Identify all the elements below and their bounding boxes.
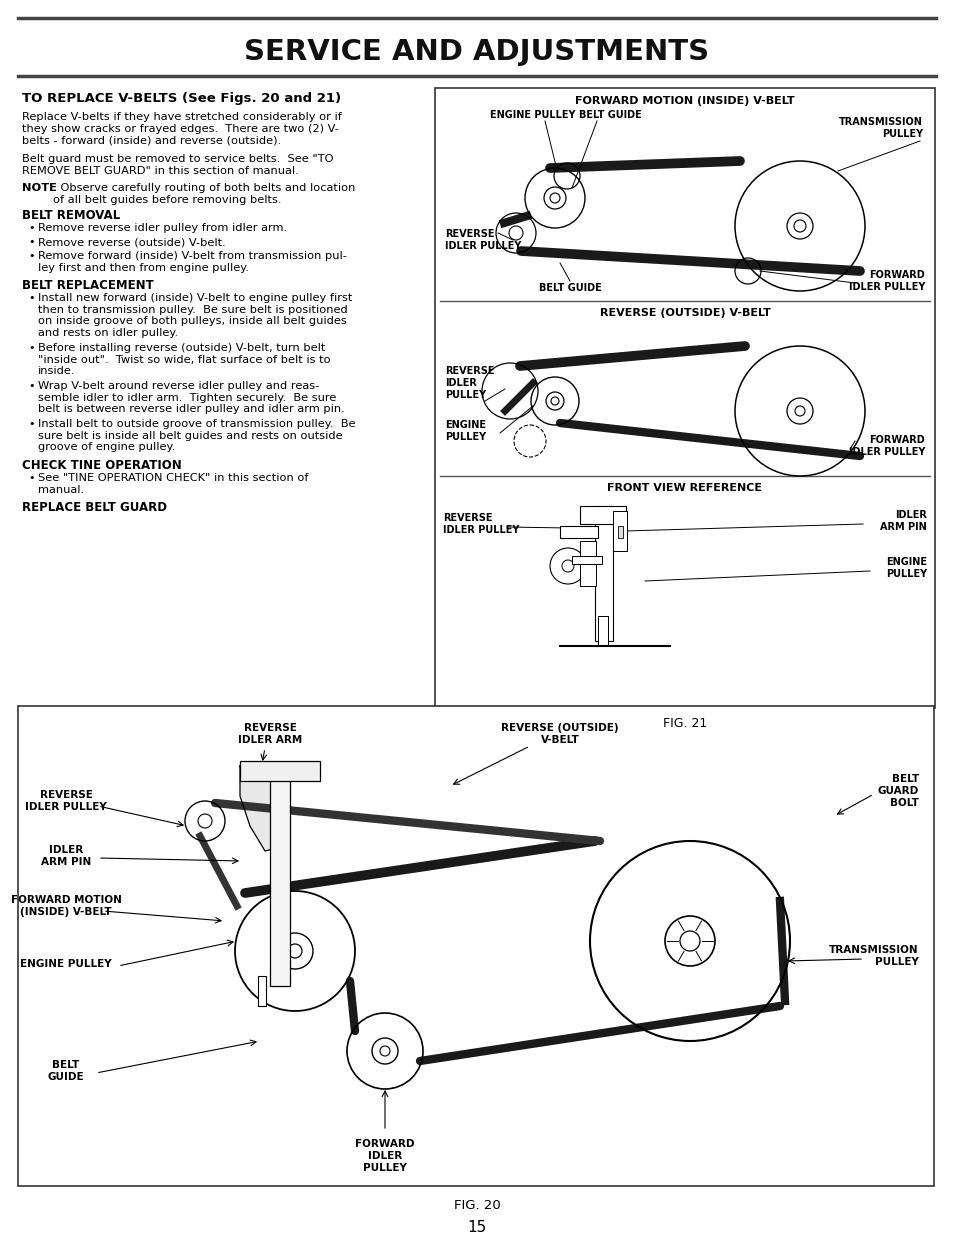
Text: IDLER
ARM PIN: IDLER ARM PIN bbox=[880, 510, 926, 532]
Text: BELT REPLACEMENT: BELT REPLACEMENT bbox=[22, 279, 153, 291]
Text: FIG. 21: FIG. 21 bbox=[662, 718, 706, 730]
Text: REVERSE
IDLER
PULLEY: REVERSE IDLER PULLEY bbox=[444, 367, 494, 400]
Text: •: • bbox=[28, 473, 34, 483]
Text: TO REPLACE V-BELTS (See Figs. 20 and 21): TO REPLACE V-BELTS (See Figs. 20 and 21) bbox=[22, 91, 341, 105]
Text: BELT GUIDE: BELT GUIDE bbox=[538, 283, 600, 293]
Text: See "TINE OPERATION CHECK" in this section of
manual.: See "TINE OPERATION CHECK" in this secti… bbox=[38, 473, 308, 494]
Bar bbox=[579, 541, 596, 585]
Text: TRANSMISSION
PULLEY: TRANSMISSION PULLEY bbox=[839, 117, 923, 138]
Text: •: • bbox=[28, 224, 34, 233]
Text: •: • bbox=[28, 382, 34, 391]
Text: Remove forward (inside) V-belt from transmission pul-
ley first and then from en: Remove forward (inside) V-belt from tran… bbox=[38, 251, 347, 273]
Text: REVERSE
IDLER PULLEY: REVERSE IDLER PULLEY bbox=[25, 790, 107, 811]
Bar bbox=[240, 761, 319, 781]
Text: : Observe carefully routing of both belts and location
of all belt guides before: : Observe carefully routing of both belt… bbox=[53, 183, 355, 205]
Text: •: • bbox=[28, 237, 34, 247]
Text: •: • bbox=[28, 251, 34, 261]
Bar bbox=[559, 526, 598, 538]
Text: Remove reverse idler pulley from idler arm.: Remove reverse idler pulley from idler a… bbox=[38, 224, 287, 233]
Text: SERVICE AND ADJUSTMENTS: SERVICE AND ADJUSTMENTS bbox=[244, 38, 709, 65]
Text: Wrap V-belt around reverse idler pulley and reas-
semble idler to idler arm.  Ti: Wrap V-belt around reverse idler pulley … bbox=[38, 382, 344, 414]
Text: BELT
GUIDE: BELT GUIDE bbox=[48, 1060, 84, 1082]
Bar bbox=[595, 506, 613, 641]
Text: ENGINE
PULLEY: ENGINE PULLEY bbox=[885, 557, 926, 579]
Text: REVERSE
IDLER ARM: REVERSE IDLER ARM bbox=[237, 724, 302, 745]
Text: Replace V-belts if they have stretched considerably or if
they show cracks or fr: Replace V-belts if they have stretched c… bbox=[22, 112, 341, 146]
Text: Install belt to outside groove of transmission pulley.  Be
sure belt is inside a: Install belt to outside groove of transm… bbox=[38, 419, 355, 452]
Text: NOTE: NOTE bbox=[22, 183, 57, 193]
Bar bbox=[572, 556, 601, 564]
Text: ENGINE PULLEY: ENGINE PULLEY bbox=[490, 110, 576, 120]
Text: Install new forward (inside) V-belt to engine pulley first
then to transmission : Install new forward (inside) V-belt to e… bbox=[38, 293, 352, 338]
Bar bbox=[598, 616, 607, 646]
Text: Remove reverse (outside) V-belt.: Remove reverse (outside) V-belt. bbox=[38, 237, 226, 247]
Text: Before installing reverse (outside) V-belt, turn belt
"inside out".  Twist so wi: Before installing reverse (outside) V-be… bbox=[38, 343, 331, 377]
Text: BELT
GUARD
BOLT: BELT GUARD BOLT bbox=[877, 774, 918, 808]
Text: TRANSMISSION
PULLEY: TRANSMISSION PULLEY bbox=[828, 945, 918, 967]
Bar bbox=[613, 511, 626, 551]
Text: REVERSE
IDLER PULLEY: REVERSE IDLER PULLEY bbox=[444, 230, 521, 251]
Text: ENGINE
PULLEY: ENGINE PULLEY bbox=[444, 420, 486, 442]
Text: REVERSE (OUTSIDE)
V-BELT: REVERSE (OUTSIDE) V-BELT bbox=[500, 724, 618, 745]
Text: REPLACE BELT GUARD: REPLACE BELT GUARD bbox=[22, 501, 167, 514]
Text: BELT REMOVAL: BELT REMOVAL bbox=[22, 209, 120, 222]
Text: FIG. 20: FIG. 20 bbox=[453, 1199, 500, 1213]
Text: IDLER
ARM PIN: IDLER ARM PIN bbox=[41, 845, 91, 867]
Text: FORWARD MOTION
(INSIDE) V-BELT: FORWARD MOTION (INSIDE) V-BELT bbox=[10, 895, 121, 916]
Text: Belt guard must be removed to service belts.  See "TO
REMOVE BELT GUARD" in this: Belt guard must be removed to service be… bbox=[22, 154, 334, 175]
Text: •: • bbox=[28, 293, 34, 303]
Text: •: • bbox=[28, 419, 34, 429]
Polygon shape bbox=[240, 766, 290, 851]
Text: 15: 15 bbox=[467, 1220, 486, 1235]
Bar bbox=[18, 706, 933, 1186]
Text: FORWARD
IDLER
PULLEY: FORWARD IDLER PULLEY bbox=[355, 1140, 415, 1172]
Bar bbox=[579, 506, 625, 524]
Text: REVERSE
IDLER PULLEY: REVERSE IDLER PULLEY bbox=[442, 514, 518, 535]
Text: FRONT VIEW REFERENCE: FRONT VIEW REFERENCE bbox=[607, 483, 761, 493]
Text: FORWARD
IDLER PULLEY: FORWARD IDLER PULLEY bbox=[848, 270, 924, 291]
Bar bbox=[435, 88, 934, 708]
Bar bbox=[270, 766, 290, 986]
Text: BELT GUIDE: BELT GUIDE bbox=[578, 110, 640, 120]
Text: FORWARD MOTION (INSIDE) V-BELT: FORWARD MOTION (INSIDE) V-BELT bbox=[575, 96, 794, 106]
Bar bbox=[257, 976, 266, 1007]
Text: REVERSE (OUTSIDE) V-BELT: REVERSE (OUTSIDE) V-BELT bbox=[598, 308, 770, 317]
Text: ENGINE PULLEY: ENGINE PULLEY bbox=[20, 960, 112, 969]
Text: FORWARD
IDLER PULLEY: FORWARD IDLER PULLEY bbox=[848, 435, 924, 457]
Bar bbox=[618, 526, 622, 538]
Text: •: • bbox=[28, 343, 34, 353]
Text: CHECK TINE OPERATION: CHECK TINE OPERATION bbox=[22, 459, 182, 472]
